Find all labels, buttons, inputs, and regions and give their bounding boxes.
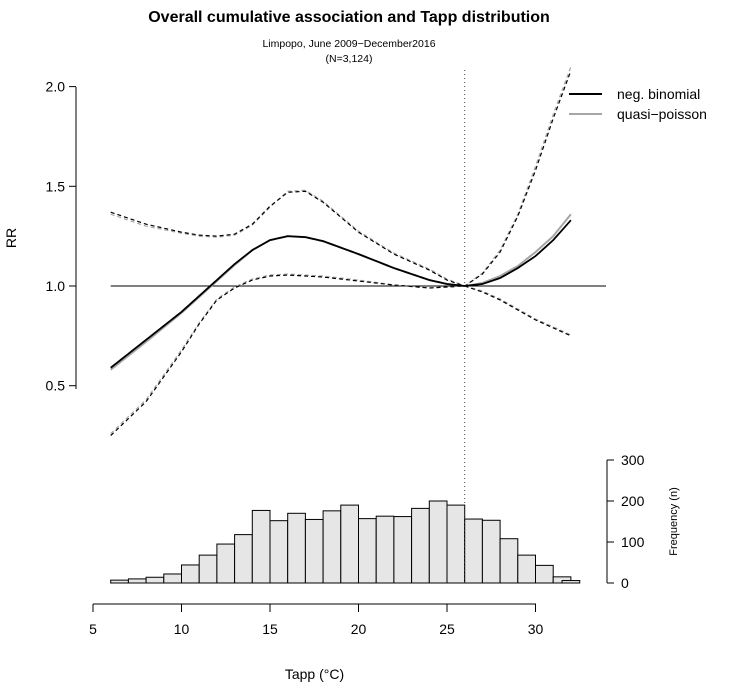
title-group: Overall cumulative association and Tapp … (148, 9, 550, 65)
frequency-tick-label: 300 (621, 452, 645, 468)
histogram-bar (375, 515, 395, 584)
histogram-bar (269, 520, 289, 584)
rr-curve-quasipoisson (110, 213, 572, 371)
y-tick-label: 0.5 (46, 378, 66, 394)
histogram-bar (287, 512, 306, 584)
x-tick-label: 10 (174, 621, 190, 637)
x-tick-label: 5 (89, 621, 97, 637)
histogram-bar (481, 519, 501, 584)
legend-label: quasi−poisson (617, 106, 707, 122)
histogram-bar (163, 573, 183, 584)
histogram-bar (535, 564, 554, 584)
histogram-bar (428, 500, 448, 584)
chart-subtitle: Limpopo, June 2009−December2016 (262, 38, 435, 50)
histogram-bar (304, 518, 324, 584)
y-tick-label: 2.0 (46, 79, 66, 95)
histogram-bar (251, 509, 271, 584)
y-axis-label: RR (3, 228, 19, 248)
confidence-bands (110, 66, 572, 436)
frequency-axis-label: Frequency (n) (668, 487, 680, 555)
x-tick-label: 20 (351, 621, 367, 637)
ci-upper-negbin (110, 70, 572, 287)
legend: neg. binomial quasi−poisson (569, 86, 707, 122)
histogram-bar (145, 576, 165, 584)
reference-lines (110, 70, 606, 583)
legend-label: neg. binomial (617, 86, 700, 102)
frequency-axis: 0 100 200 300 (606, 452, 645, 591)
histogram-bar (340, 504, 359, 584)
histogram-bar (446, 504, 466, 584)
histogram-bar (393, 516, 413, 584)
histogram-bar (464, 518, 483, 584)
x-axis-label: Tapp (°C) (285, 666, 344, 682)
x-tick-label: 30 (528, 621, 544, 637)
histogram-bar (198, 554, 218, 584)
histogram-bar (110, 579, 129, 584)
ci-upper-quasipoisson (110, 66, 572, 287)
ci-lower-quasipoisson (110, 273, 572, 434)
histogram-bar (561, 580, 581, 584)
histogram-bar (517, 554, 536, 584)
histogram-bar (322, 510, 342, 584)
chart-subtitle-n: (N=3,124) (326, 53, 373, 65)
histogram-bar (499, 538, 519, 584)
histogram-bar (234, 534, 253, 584)
histogram-bar (216, 543, 236, 584)
y-tick-label: 1.5 (46, 178, 66, 194)
rr-curves (110, 213, 572, 371)
y-axis: 0.5 1.0 1.5 2.0 (46, 79, 77, 394)
frequency-tick-label: 100 (621, 534, 645, 550)
histogram-bar (181, 564, 200, 584)
chart-title: Overall cumulative association and Tapp … (148, 9, 550, 26)
histogram (110, 500, 581, 584)
histogram-bar (411, 507, 430, 584)
histogram-bar (358, 518, 377, 584)
x-axis: 5 10 15 20 25 30 (89, 603, 544, 637)
histogram-bar (127, 578, 147, 584)
frequency-tick-label: 200 (621, 493, 645, 509)
y-tick-label: 1.0 (46, 278, 66, 294)
rr-curve-negbin (110, 219, 572, 369)
frequency-tick-label: 0 (621, 575, 629, 591)
x-tick-label: 25 (439, 621, 455, 637)
x-tick-label: 15 (262, 621, 278, 637)
ci-lower-negbin (110, 274, 572, 436)
